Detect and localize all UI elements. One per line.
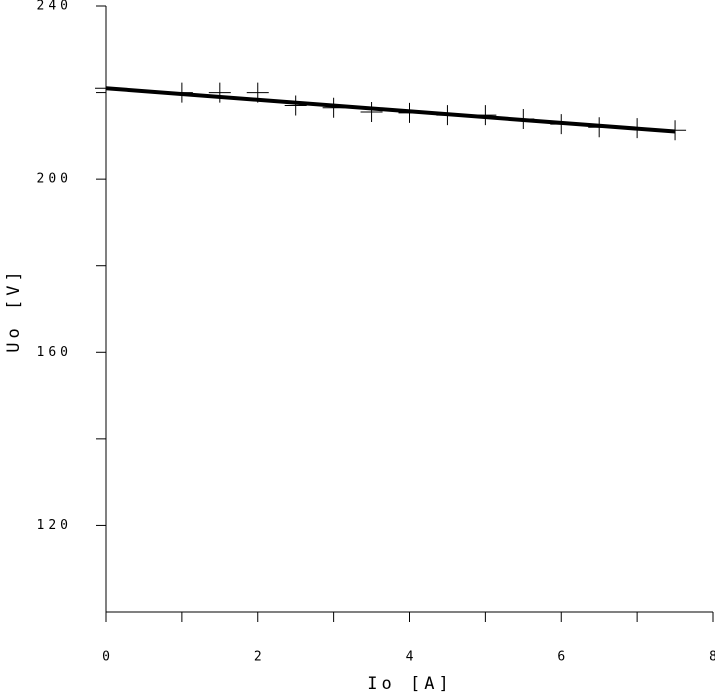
y-tick-label: 120 xyxy=(37,518,72,533)
plus-marker xyxy=(208,82,231,103)
y-tick-label: 240 xyxy=(37,0,72,14)
y-tick-label: 160 xyxy=(37,345,72,360)
fit-line xyxy=(105,86,676,134)
x-tick-label: 6 xyxy=(557,650,569,665)
plus-marker xyxy=(284,95,307,116)
x-tick-label: 8 xyxy=(709,650,715,665)
x-tick-label: 2 xyxy=(254,650,266,665)
y-tick-label: 200 xyxy=(37,172,72,187)
y-axis-label: Uo [V] xyxy=(4,267,24,352)
x-axis-label: Io [A] xyxy=(367,674,452,694)
x-tick-label: 0 xyxy=(102,650,114,665)
plus-marker xyxy=(360,102,383,123)
x-tick-label: 4 xyxy=(406,650,418,665)
